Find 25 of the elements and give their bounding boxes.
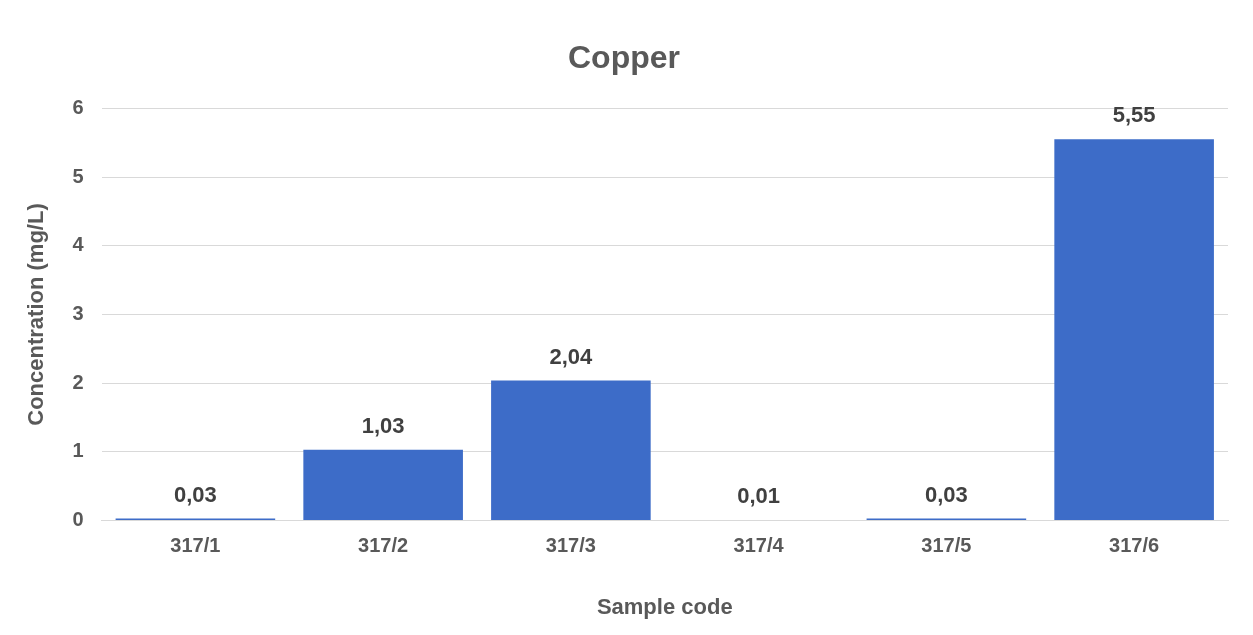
y-axis-title: Concentration (mg/L)	[23, 203, 49, 426]
data-label: 0,01	[737, 482, 781, 508]
data-label: 2,04	[549, 343, 594, 369]
x-axis-title: Sample code	[596, 593, 733, 619]
data-label: 5,55	[1112, 102, 1156, 128]
x-tick-label: 317/6	[1109, 534, 1160, 557]
y-tick-label: 5	[72, 164, 84, 187]
chart-title: Copper	[568, 39, 680, 76]
bar	[1054, 139, 1214, 521]
x-tick-label: 317/2	[358, 534, 409, 557]
y-tick-label: 0	[72, 508, 84, 531]
bar	[491, 380, 651, 521]
x-tick-label: 317/5	[921, 534, 972, 557]
data-label: 0,03	[924, 481, 968, 507]
x-tick-label: 317/1	[170, 534, 221, 557]
x-tick-label: 317/3	[545, 534, 596, 557]
y-tick-label: 4	[72, 233, 85, 256]
y-tick-label: 1	[72, 439, 84, 462]
bar	[303, 449, 463, 521]
data-label: 0,03	[173, 481, 217, 507]
data-label: 1,03	[361, 412, 405, 438]
y-tick-label: 6	[72, 95, 84, 118]
x-tick-label: 317/4	[733, 534, 785, 557]
y-tick-label: 3	[72, 302, 84, 325]
y-tick-label: 2	[72, 370, 84, 393]
